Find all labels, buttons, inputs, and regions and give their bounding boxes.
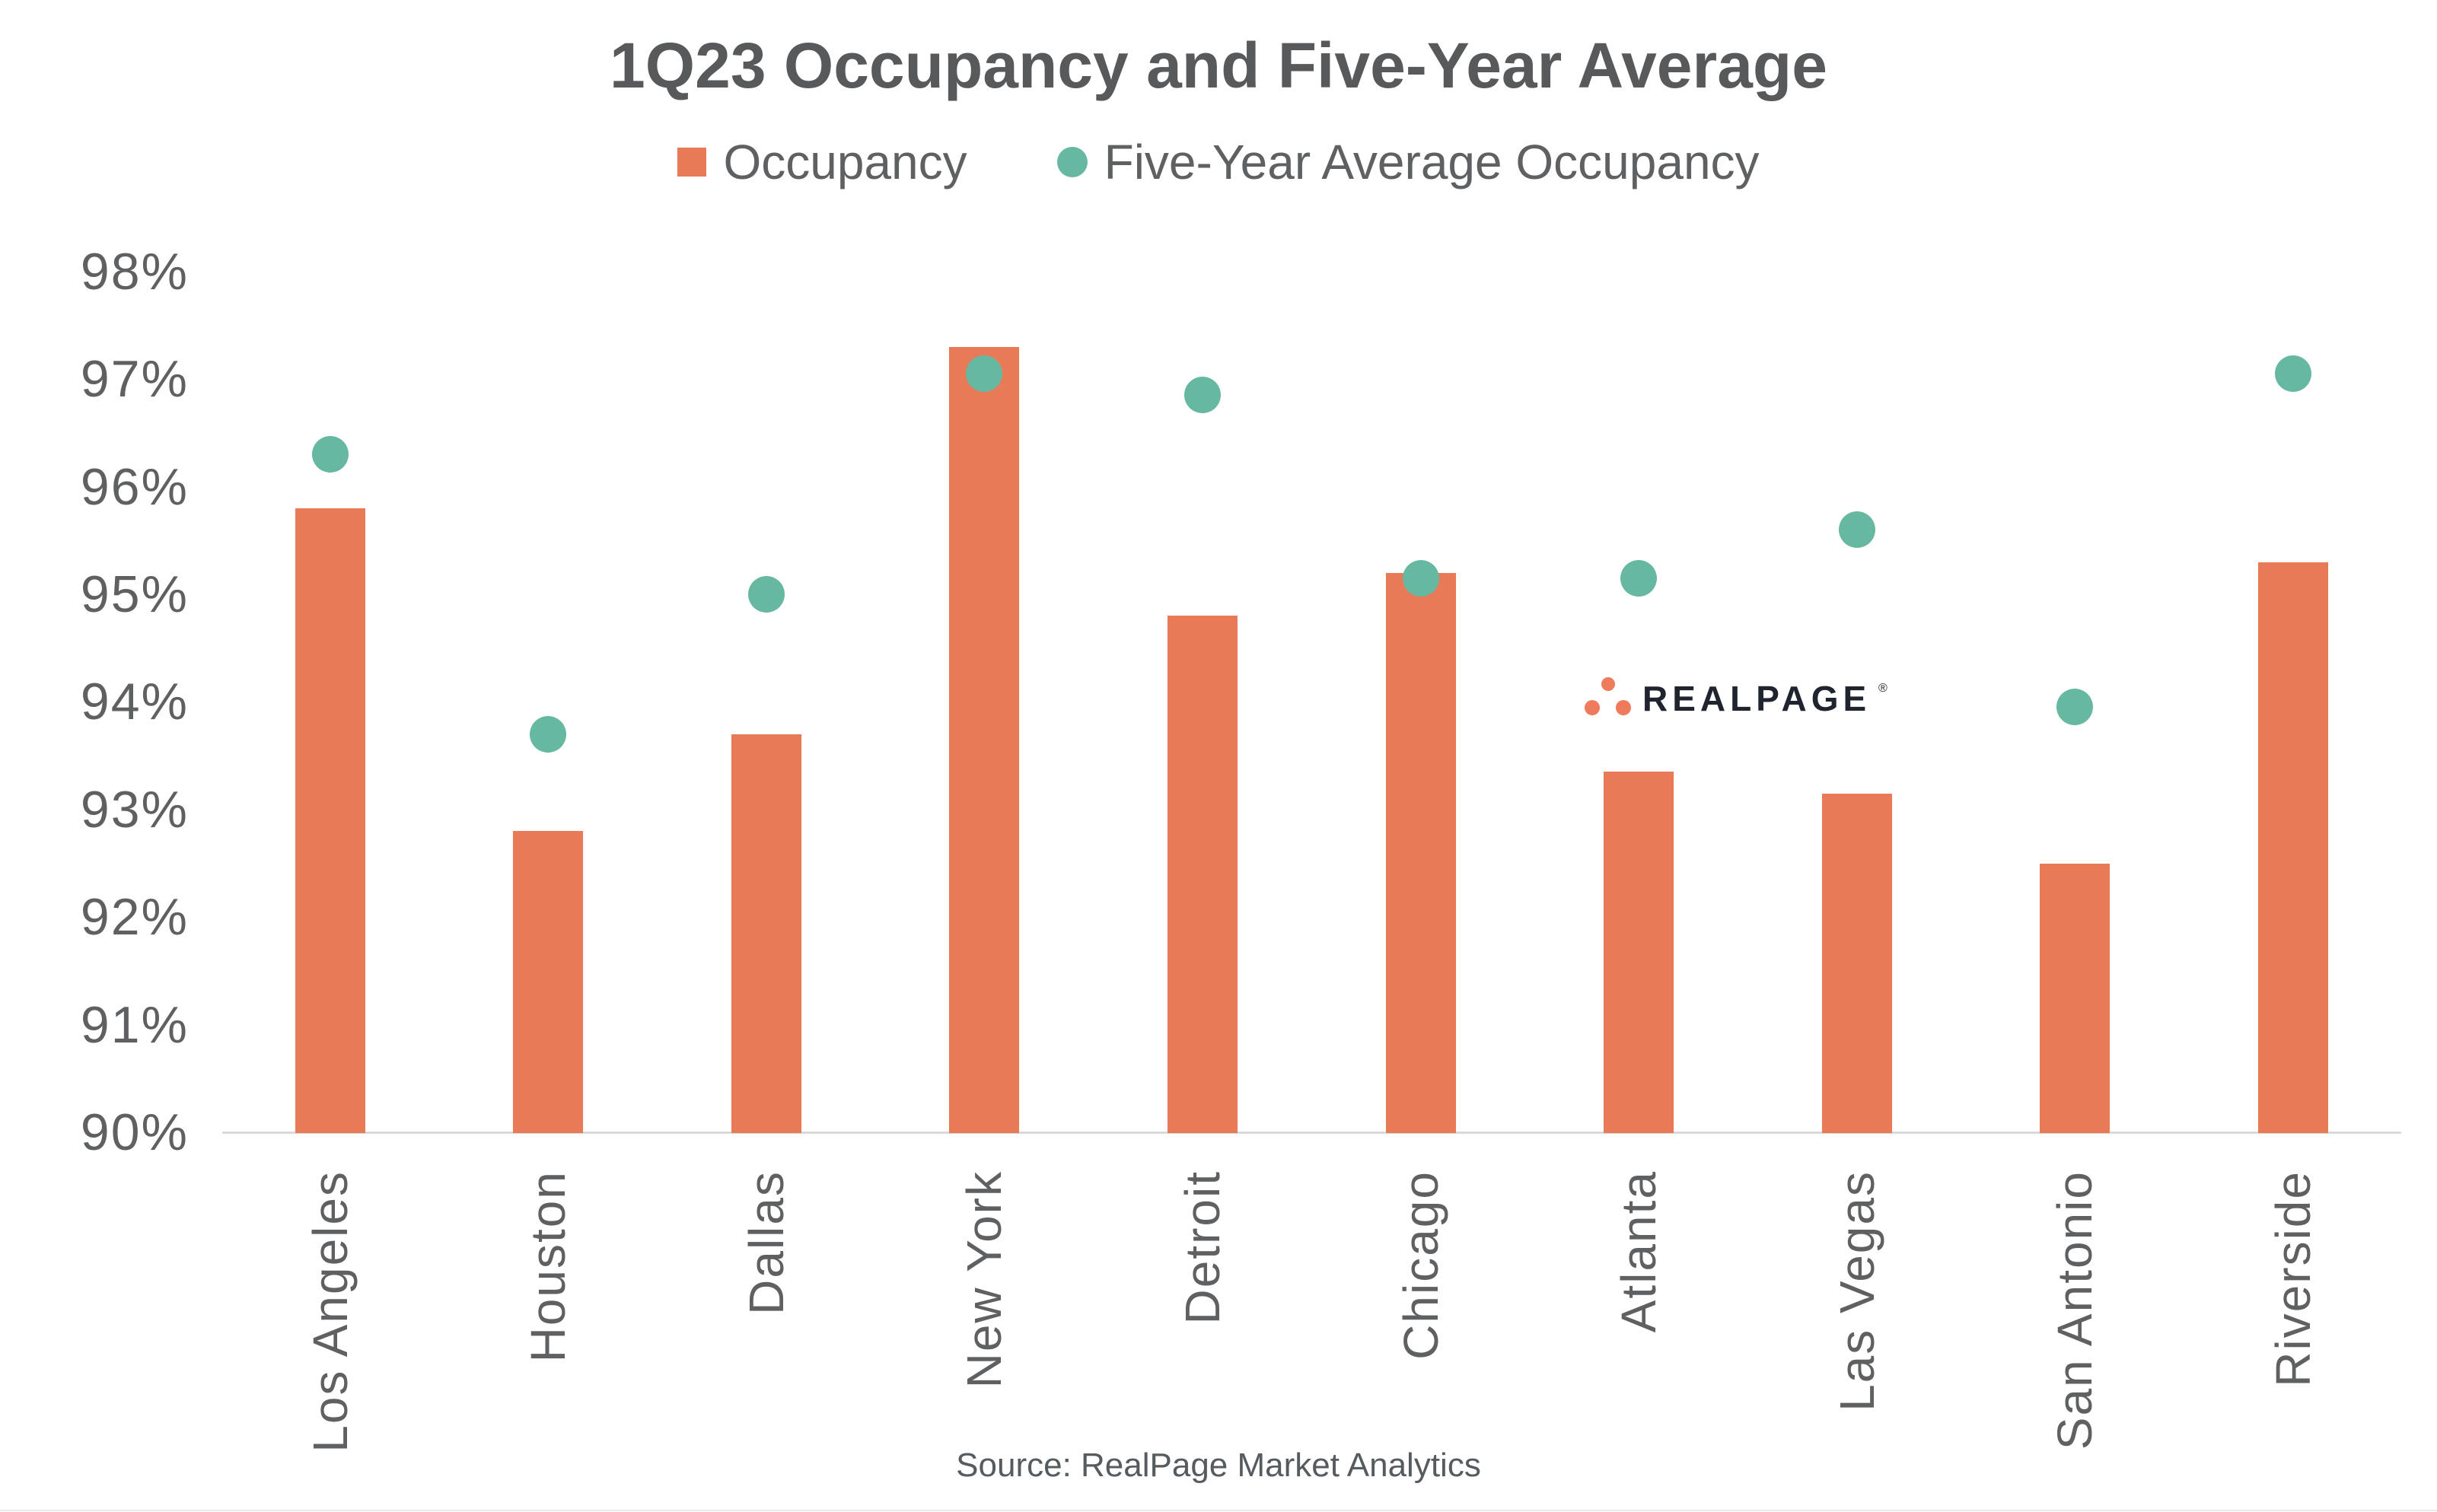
occupancy-legend-marker-icon — [677, 148, 707, 177]
five-year-average-dot — [966, 355, 1003, 393]
registered-trademark-icon: ® — [1878, 682, 1887, 695]
occupancy-bar — [949, 346, 1020, 1133]
x-category-label: Detroit — [1174, 1170, 1230, 1325]
occupancy-bar — [513, 831, 584, 1133]
x-category-label: Dallas — [738, 1170, 794, 1315]
y-axis-tick-label: 95% — [80, 565, 189, 623]
x-axis-baseline — [222, 1131, 2401, 1134]
y-axis-tick-label: 94% — [80, 673, 189, 731]
occupancy-bar — [1385, 572, 1456, 1133]
realpage-logo-dots-icon — [1585, 677, 1631, 715]
x-category-label: Riverside — [2265, 1170, 2321, 1387]
occupancy-bar — [1821, 793, 1892, 1133]
realpage-logo: REALPAGE ® — [1585, 674, 1912, 723]
y-axis-tick-label: 97% — [80, 350, 189, 409]
legend: Occupancy Five-Year Average Occupancy — [0, 134, 2437, 190]
five-year-average-dot — [1402, 559, 1439, 597]
x-category-label: Los Angeles — [302, 1170, 358, 1453]
y-axis-tick-label: 91% — [80, 995, 189, 1054]
five-year-average-dot — [2274, 355, 2311, 393]
occupancy-bar — [2040, 863, 2110, 1133]
five-year-average-dot — [1183, 377, 1221, 414]
y-axis-tick-label: 92% — [80, 888, 189, 947]
five-year-average-dot — [530, 715, 567, 753]
five-year-average-dot — [1620, 559, 1658, 597]
occupancy-bar — [295, 508, 365, 1133]
y-axis-tick-label: 96% — [80, 457, 189, 516]
legend-item-occupancy: Occupancy — [677, 134, 967, 190]
x-category-label: San Antonio — [2047, 1170, 2103, 1450]
y-axis-tick-label: 93% — [80, 780, 189, 839]
x-category-label: Chicago — [1393, 1170, 1448, 1360]
five-year-average-dot — [1838, 511, 1875, 549]
x-category-label: Houston — [521, 1170, 576, 1363]
occupancy-bar — [1604, 772, 1674, 1133]
five-year-average-legend-marker-icon — [1056, 147, 1088, 177]
occupancy-bar — [731, 734, 801, 1133]
y-axis-tick-label: 90% — [80, 1103, 189, 1161]
legend-label-occupancy: Occupancy — [723, 135, 967, 189]
occupancy-bar — [2257, 562, 2328, 1133]
chart-title: 1Q23 Occupancy and Five-Year Average — [610, 30, 1827, 101]
legend-label-five-year-average: Five-Year Average Occupancy — [1104, 135, 1760, 189]
legend-item-five-year-average: Five-Year Average Occupancy — [1056, 134, 1760, 190]
occupancy-bar — [1167, 616, 1238, 1133]
five-year-average-dot — [311, 436, 349, 473]
x-category-label: Las Vegas — [1829, 1170, 1884, 1412]
five-year-average-dot — [747, 576, 785, 613]
x-category-label: New York — [957, 1170, 1012, 1389]
realpage-logo-text: REALPAGE — [1642, 679, 1872, 718]
source-note: Source: RealPage Market Analytics — [956, 1447, 1481, 1484]
five-year-average-dot — [2056, 689, 2094, 726]
x-category-label: Atlanta — [1611, 1170, 1667, 1333]
bottom-border-line — [0, 1510, 2437, 1511]
y-axis-tick-label: 98% — [80, 242, 189, 301]
